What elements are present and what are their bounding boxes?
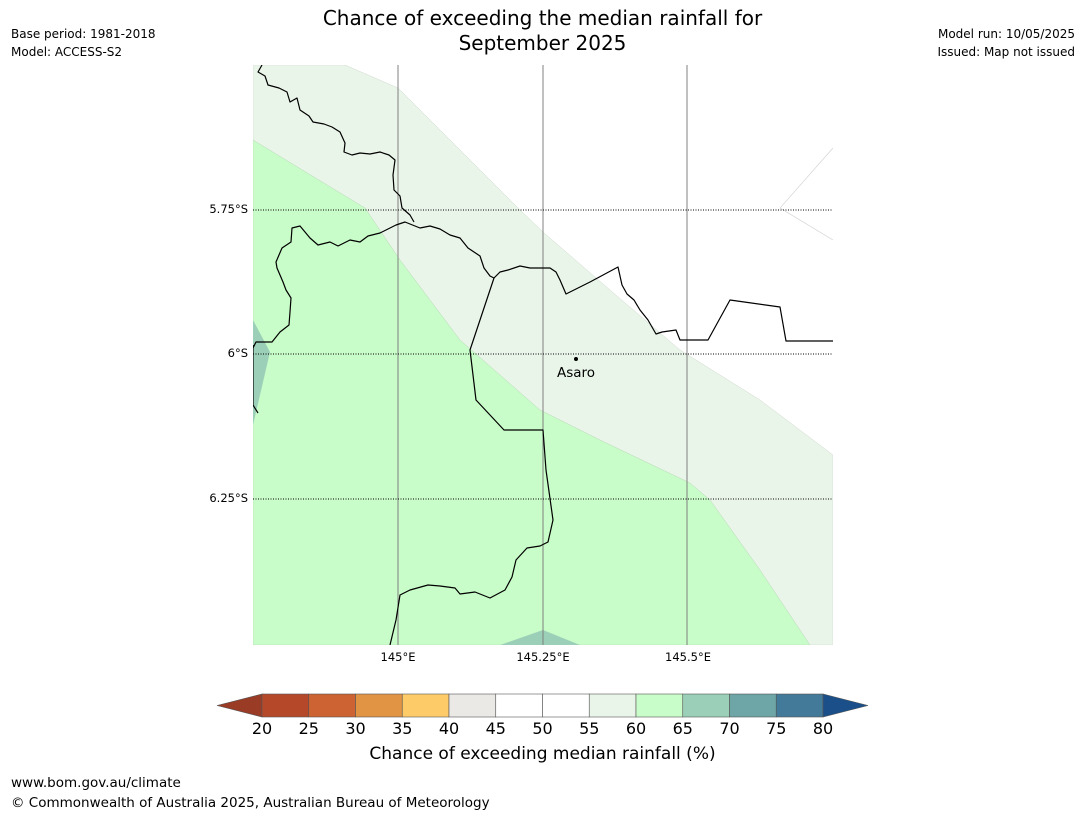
- meta-right: Model run: 10/05/2025 Issued: Map not is…: [937, 25, 1075, 61]
- colorbar-tick-label: 40: [438, 719, 460, 738]
- model-run-text: Model run: 10/05/2025: [937, 27, 1075, 41]
- colorbar-tick-label: 50: [532, 719, 553, 738]
- map-area: [253, 65, 833, 645]
- colorbar-tick-label: 75: [766, 719, 787, 738]
- issued-text: Issued: Map not issued: [937, 45, 1075, 59]
- faint-contour: [779, 147, 833, 241]
- footer-copyright: © Commonwealth of Australia 2025, Austra…: [11, 795, 490, 811]
- colorbar-bin: [635, 693, 684, 718]
- asaro-marker: [574, 357, 578, 361]
- region-60-65: [253, 139, 811, 645]
- colorbar-under-arrow: [216, 693, 263, 718]
- colorbar-bin: [261, 693, 310, 718]
- model-text: Model: ACCESS-S2: [11, 45, 123, 59]
- meta-left: Base period: 1981-2018 Model: ACCESS-S2: [11, 25, 156, 61]
- colorbar-tick-label: 65: [672, 719, 693, 738]
- colorbar-tick-label: 80: [812, 719, 834, 738]
- lon-label-145: 145°E: [380, 650, 416, 664]
- colorbar: [216, 693, 869, 718]
- map-title-line1: Chance of exceeding the median rainfall …: [322, 6, 763, 30]
- colorbar-tick-label: 35: [392, 719, 413, 738]
- colorbar-bin: [308, 693, 356, 718]
- colorbar-tick-label: 20: [251, 719, 273, 738]
- base-period-text: Base period: 1981-2018: [11, 27, 156, 41]
- colorbar-tick-label: 25: [298, 719, 319, 738]
- colorbar-bin: [355, 693, 403, 718]
- colorbar-title: Chance of exceeding median rainfall (%): [369, 744, 716, 764]
- lat-label-5-75: 5.75°S: [209, 202, 248, 216]
- asaro-label: Asaro: [557, 365, 596, 381]
- colorbar-tick-label: 55: [579, 719, 600, 738]
- map-title-line2: September 2025: [458, 31, 627, 55]
- colorbar-bin: [775, 693, 824, 718]
- longitude-gridlines: [397, 65, 688, 645]
- lon-label-145-5: 145.5°E: [665, 650, 711, 664]
- colorbar-bin: [542, 693, 590, 718]
- colorbar-bin: [588, 693, 637, 718]
- colorbar-tick-label: 45: [485, 719, 506, 738]
- colorbar-over-arrow: [822, 693, 869, 718]
- colorbar-tick-label: 70: [719, 719, 740, 738]
- lon-label-145-25: 145.25°E: [516, 650, 570, 664]
- colorbar-tick-label: 60: [625, 719, 647, 738]
- colorbar-bin: [682, 693, 730, 718]
- region-65-70-south: [500, 630, 580, 645]
- colorbar-bin: [729, 693, 777, 718]
- lat-label-6-25: 6.25°S: [209, 491, 248, 505]
- lat-label-6: 6°S: [227, 346, 248, 360]
- footer-url: www.bom.gov.au/climate: [11, 775, 181, 791]
- colorbar-bin: [495, 693, 543, 718]
- colorbar-bin: [448, 693, 497, 718]
- region-65-70-west: [253, 320, 270, 425]
- colorbar-bin: [401, 693, 450, 718]
- colorbar-tick-label: 30: [345, 719, 366, 738]
- map-title: Chance of exceeding the median rainfall …: [0, 6, 1085, 56]
- province-boundaries: [253, 65, 833, 645]
- latitude-gridlines: [253, 209, 833, 500]
